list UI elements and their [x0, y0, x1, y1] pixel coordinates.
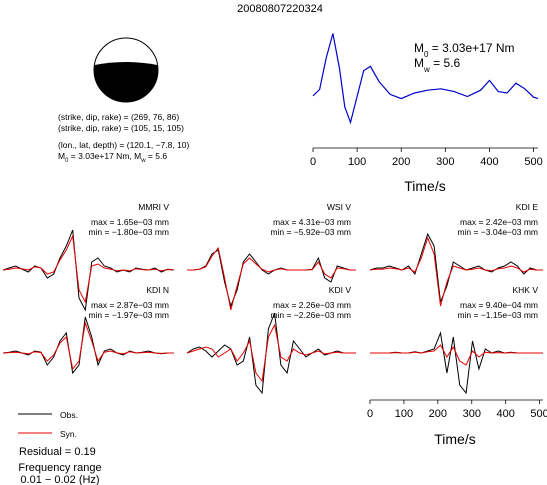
- x-tick-label: 500: [530, 408, 547, 420]
- legend: Obs. Syn.: [18, 410, 78, 439]
- legend-obs-label: Obs.: [60, 410, 78, 420]
- stf-xlabel: Time/s: [404, 178, 445, 194]
- x-tick-label: 200: [429, 408, 447, 420]
- stf-curve: [312, 33, 539, 125]
- station-label: MMRI V: [138, 202, 169, 212]
- x-tick-label: 0: [367, 408, 373, 420]
- station-max: max = 2.26e−03 mm: [273, 300, 351, 310]
- mechanism-plane1: (strike, dip, rake) = (269, 76, 86): [58, 112, 179, 122]
- residual: Residual = 0.19: [19, 446, 96, 458]
- station-min: min = −5.92e−03 mm: [270, 227, 351, 237]
- synthetic-waveform: [369, 236, 543, 307]
- station-min: min = −3.04e−03 mm: [457, 227, 538, 237]
- x-tick-label: 100: [348, 156, 366, 168]
- observed-waveform: [2, 316, 174, 375]
- station-label: KDI N: [146, 285, 169, 295]
- stf-panel: 0 100 200 300 400 500 Time/s M0 = 3.03e+17 Nm…: [310, 33, 543, 194]
- synthetic-waveform: [2, 234, 175, 304]
- x-tick-label: 300: [463, 408, 481, 420]
- x-tick-label: 0: [310, 156, 316, 168]
- legend-syn-label: Syn.: [60, 429, 77, 439]
- station-max: max = 1.65e−03 mm: [91, 217, 169, 227]
- synthetic-waveform: [186, 323, 356, 383]
- observed-waveform: [186, 312, 356, 395]
- station-label: KDI V: [329, 285, 352, 295]
- mechanism-location: (lon., lat, depth) = (120.1, −7.8, 10): [58, 140, 190, 150]
- station-min: min = −1.80e−03 mm: [88, 227, 169, 237]
- stf-mw: Mw = 5.6: [414, 56, 460, 74]
- x-tick-label: 100: [395, 408, 413, 420]
- mechanism-moment: M0 = 3.03e+17 Nm, Mw = 5.6: [58, 151, 167, 164]
- synthetic-waveform: [2, 321, 174, 371]
- station-max: max = 2.87e−03 mm: [91, 300, 169, 310]
- stf-ticks: 0 100 200 300 400 500: [310, 148, 543, 168]
- x-tick-label: 400: [480, 156, 498, 168]
- station-label: WSI V: [327, 202, 351, 212]
- synthetic-waveform: [187, 246, 356, 311]
- station-label: KDI E: [516, 202, 539, 212]
- frequency-range-value: 0.01 − 0.02 (Hz): [20, 474, 99, 485]
- station-min: min = −2.26e−03 mm: [270, 310, 351, 320]
- beachball-compressional-quadrant: [94, 62, 158, 102]
- waveform-ticks: 0 100 200 300 400 500: [367, 400, 547, 420]
- waveform-xlabel: Time/s: [434, 431, 475, 447]
- x-tick-label: 200: [392, 156, 410, 168]
- x-tick-label: 300: [436, 156, 454, 168]
- figure-title: 20080807220324: [237, 3, 323, 15]
- station-min: min = −1.97e−03 mm: [88, 310, 169, 320]
- x-tick-label: 500: [524, 156, 542, 168]
- observed-waveform: [370, 331, 543, 395]
- x-tick-label: 400: [497, 408, 515, 420]
- mechanism-plane2: (strike, dip, rake) = (105, 15, 105): [58, 123, 184, 133]
- waveform-time-axis: 0 100 200 300 400 500 Time/s: [367, 399, 547, 447]
- frequency-range-title: Frequency range: [18, 462, 101, 474]
- beachball: [93, 37, 159, 103]
- synthetic-waveform: [370, 344, 543, 366]
- mechanism-info: (strike, dip, rake) = (269, 76, 86) (str…: [58, 112, 190, 164]
- stf-m0: M0 = 3.03e+17 Nm: [414, 41, 515, 59]
- station-max: max = 4.31e−03 mm: [273, 217, 351, 227]
- station-max: max = 9.40e−04 mm: [460, 300, 538, 310]
- station-min: min = −1.15e−03 mm: [457, 310, 538, 320]
- station-label: KHK V: [512, 285, 538, 295]
- station-max: max = 2.42e−03 mm: [460, 217, 538, 227]
